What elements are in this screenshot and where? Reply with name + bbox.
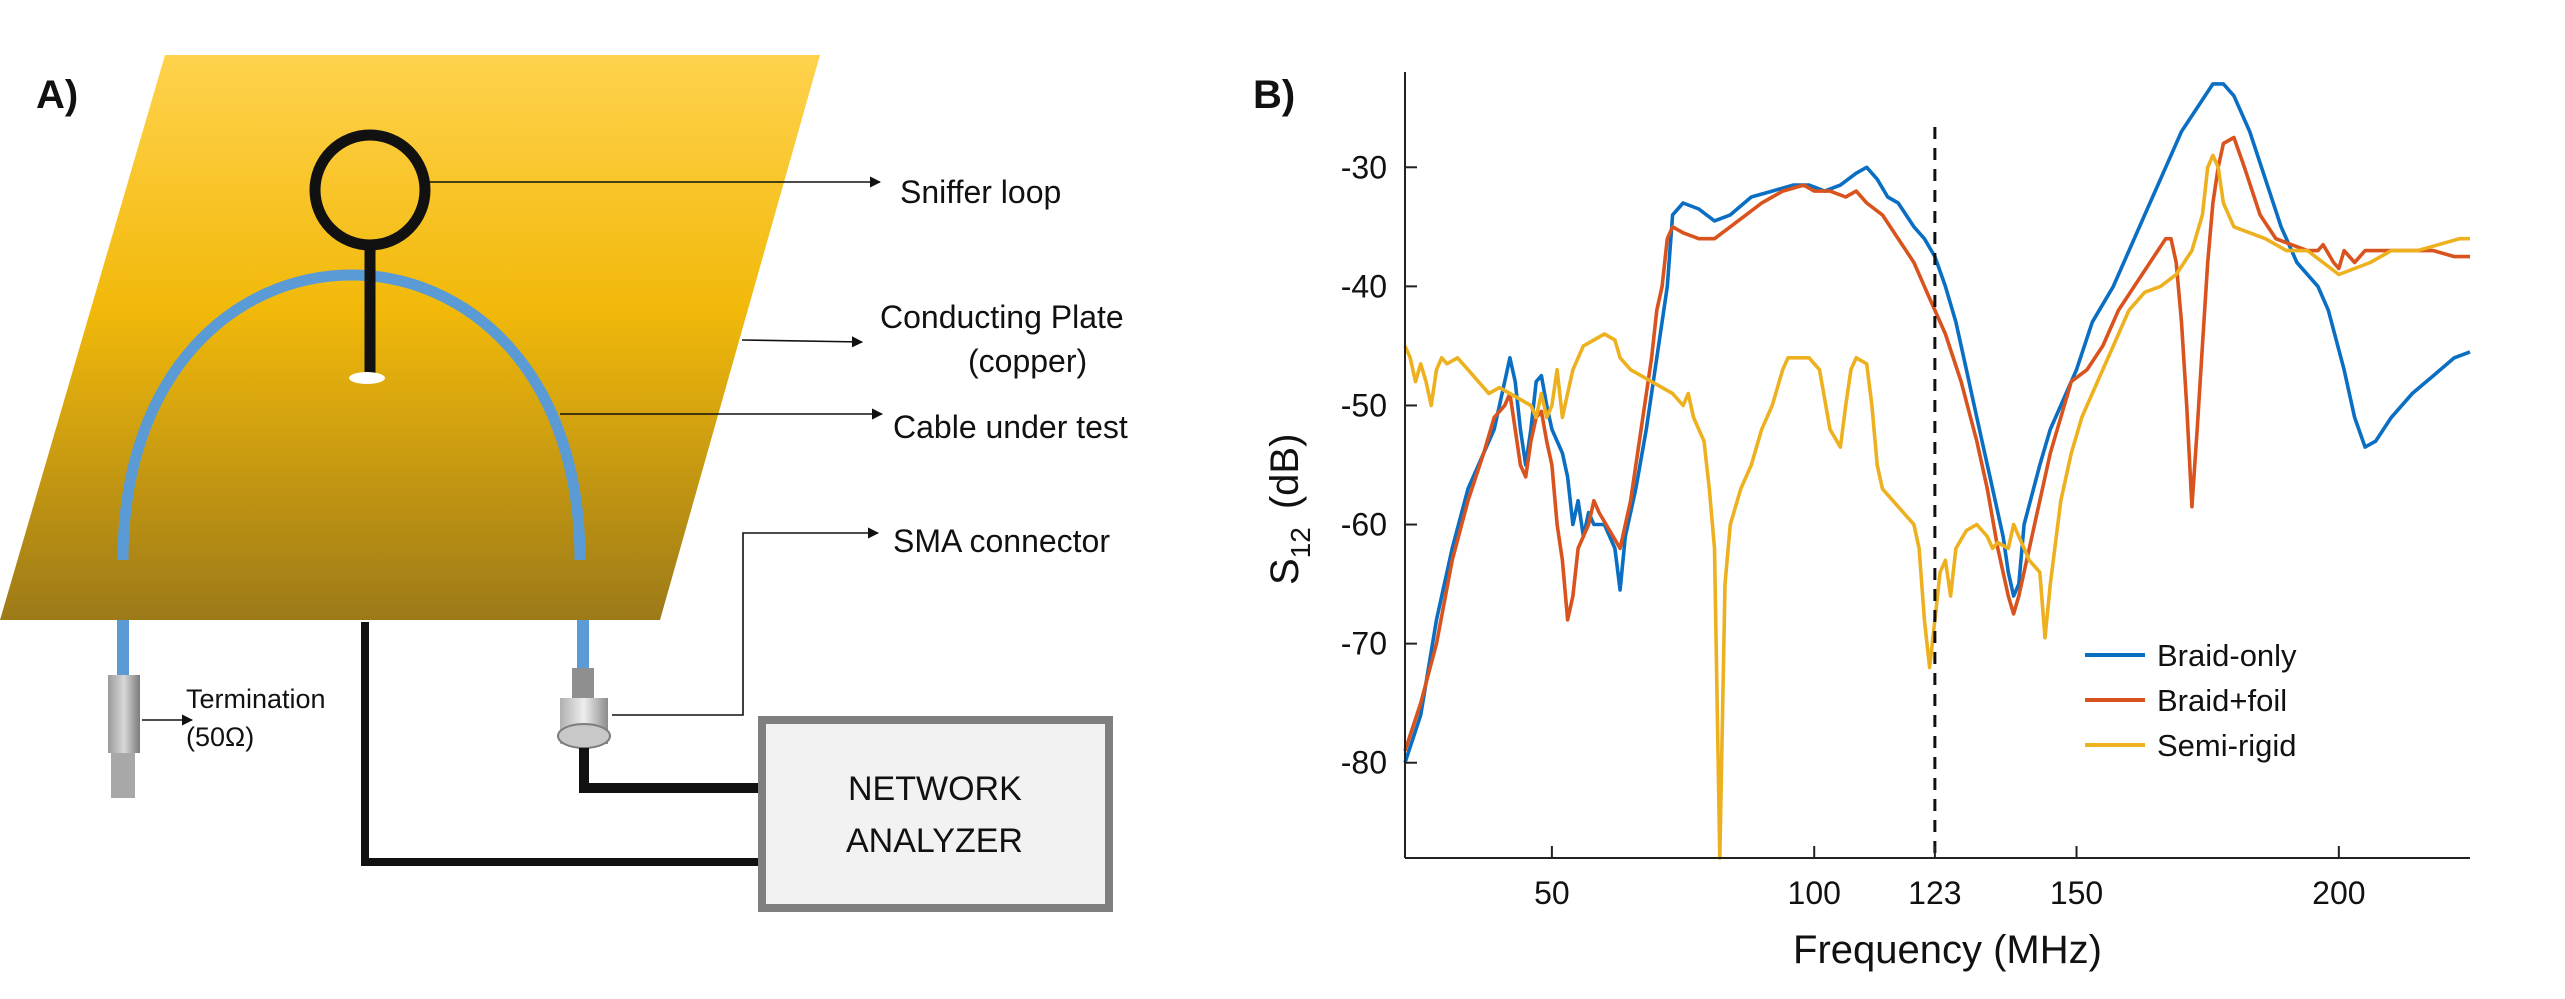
analyzer-label-line2: ANALYZER <box>846 822 1023 860</box>
legend-label: Braid+foil <box>2157 683 2287 718</box>
panel-b: B) 50 100 123 150 200 -30 -40 -50 -60 -70 -80 Fre… <box>1253 72 2471 972</box>
sma-connector-neck <box>572 668 594 700</box>
y-axis-label-sub: 12 <box>1285 527 1316 558</box>
conducting-plate-label-line2: (copper) <box>968 343 1087 379</box>
panel-a-label: A) <box>36 73 78 117</box>
y-tick-label: -70 <box>1341 626 1387 662</box>
sma-wire <box>579 748 760 793</box>
termination-label: Termination <box>186 684 326 714</box>
analyzer-label-line1: NETWORK <box>848 770 1022 808</box>
chart-plot-area: 50 100 123 150 200 -30 -40 -50 -60 -70 -80 <box>1341 72 2471 911</box>
sma-connector-face <box>557 723 611 749</box>
y-tick-label: -50 <box>1341 387 1387 423</box>
y-axis-label: S12 (dB) <box>1263 434 1316 585</box>
cable-under-test <box>117 269 586 561</box>
sniffer-loop-label: Sniffer loop <box>900 174 1061 210</box>
loop-wire <box>361 622 760 866</box>
termination-label-line2: (50Ω) <box>186 722 254 752</box>
panel-a: A) NETWORK ANALYZER Sniffer loop Co <box>0 55 1128 912</box>
series-line-braid-foil <box>1403 135 2470 752</box>
cable-under-test-label: Cable under test <box>893 409 1128 445</box>
plate-arrow <box>741 336 864 348</box>
sma-arrow <box>612 527 880 716</box>
chart-series-layer <box>1403 82 2471 860</box>
y-axis-label-main: S <box>1263 558 1307 585</box>
x-axis-label: Frequency (MHz) <box>1793 928 2102 972</box>
termination-body <box>108 675 140 753</box>
conducting-plate-label: Conducting Plate <box>880 299 1124 335</box>
y-ticks: -30 -40 -50 -60 -70 -80 <box>1341 149 1417 781</box>
conducting-plate <box>0 55 820 620</box>
legend-label: Semi-rigid <box>2157 728 2297 763</box>
y-axis-label-text: S12 (dB) <box>1263 434 1316 585</box>
network-analyzer <box>758 716 1113 912</box>
x-tick-label: 100 <box>1788 875 1841 911</box>
x-tick-label: 123 <box>1908 875 1961 911</box>
chart-legend: Braid-only Braid+foil Semi-rigid <box>2085 638 2297 763</box>
y-tick-label: -80 <box>1341 745 1387 781</box>
legend-label: Braid-only <box>2157 638 2297 673</box>
x-ticks: 50 100 123 150 200 <box>1534 846 2366 911</box>
x-tick-label: 200 <box>2312 875 2365 911</box>
y-tick-label: -30 <box>1341 149 1387 185</box>
x-tick-label: 150 <box>2050 875 2103 911</box>
series-line-semi-rigid <box>1403 153 2470 860</box>
y-tick-label: -60 <box>1341 507 1387 543</box>
x-tick-label: 50 <box>1534 875 1570 911</box>
series-line-braid-only <box>1403 82 2471 764</box>
y-tick-label: -40 <box>1341 268 1387 304</box>
sma-connector-label: SMA connector <box>893 523 1110 559</box>
plate-hole <box>349 372 385 384</box>
panel-b-label: B) <box>1253 73 1295 117</box>
y-axis-label-unit: (dB) <box>1263 434 1307 510</box>
termination-pin <box>111 753 135 798</box>
